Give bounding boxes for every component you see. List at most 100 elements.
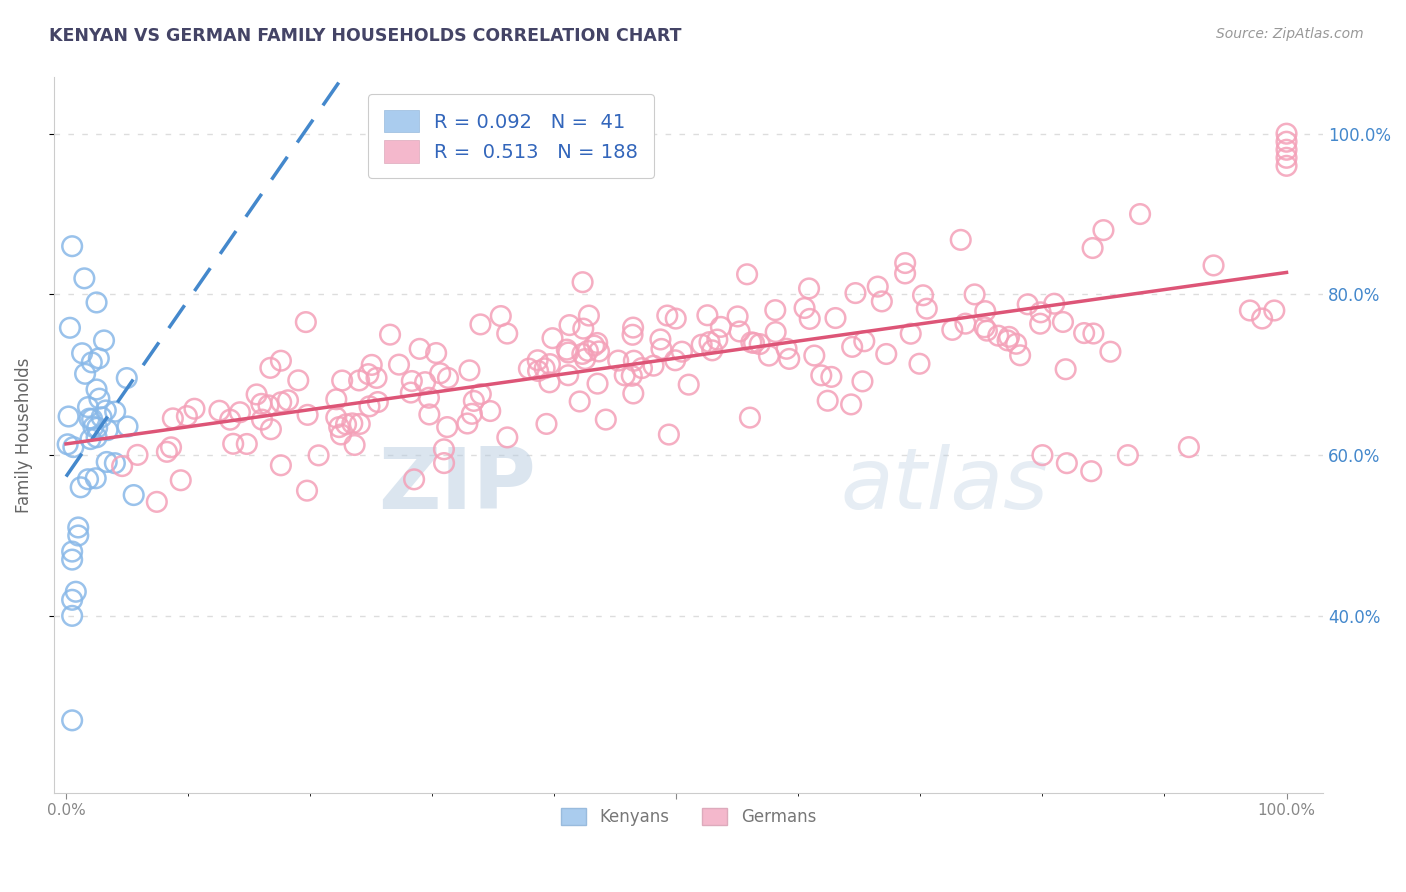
Point bbox=[270, 395, 292, 409]
Point bbox=[257, 398, 280, 412]
Point bbox=[1239, 303, 1261, 318]
Point bbox=[678, 377, 700, 392]
Point bbox=[470, 318, 492, 332]
Point bbox=[963, 287, 986, 301]
Point bbox=[613, 368, 636, 383]
Point bbox=[60, 608, 83, 623]
Point bbox=[690, 337, 713, 351]
Point bbox=[650, 342, 672, 356]
Point bbox=[1005, 336, 1028, 351]
Point bbox=[96, 455, 118, 469]
Point bbox=[1073, 326, 1095, 340]
Point bbox=[86, 420, 108, 434]
Point bbox=[96, 423, 118, 437]
Point bbox=[330, 374, 353, 388]
Point bbox=[60, 592, 83, 607]
Point bbox=[295, 483, 318, 498]
Point bbox=[359, 400, 381, 414]
Point bbox=[75, 367, 97, 381]
Point bbox=[219, 413, 242, 427]
Point bbox=[976, 324, 998, 338]
Point bbox=[259, 360, 281, 375]
Point bbox=[527, 364, 550, 378]
Point bbox=[479, 404, 502, 418]
Point bbox=[77, 472, 100, 486]
Point bbox=[1080, 464, 1102, 478]
Point bbox=[536, 417, 558, 431]
Point bbox=[1052, 315, 1074, 329]
Point bbox=[111, 459, 134, 474]
Point bbox=[388, 358, 411, 372]
Point bbox=[1116, 448, 1139, 462]
Point bbox=[77, 400, 100, 414]
Point bbox=[657, 309, 679, 323]
Point bbox=[1056, 456, 1078, 470]
Point bbox=[526, 353, 548, 368]
Point bbox=[295, 315, 318, 329]
Point bbox=[538, 376, 561, 390]
Point bbox=[342, 417, 364, 431]
Point bbox=[568, 394, 591, 409]
Point bbox=[60, 552, 83, 566]
Point bbox=[911, 288, 934, 302]
Point bbox=[325, 410, 347, 425]
Point bbox=[620, 368, 643, 383]
Point bbox=[571, 347, 593, 361]
Point bbox=[330, 427, 353, 442]
Point bbox=[408, 342, 430, 356]
Point bbox=[900, 326, 922, 341]
Point bbox=[658, 427, 681, 442]
Point bbox=[742, 335, 765, 350]
Point bbox=[1129, 207, 1152, 221]
Point bbox=[817, 393, 839, 408]
Point bbox=[1275, 135, 1298, 149]
Point bbox=[875, 347, 897, 361]
Point bbox=[60, 544, 83, 558]
Point bbox=[955, 317, 977, 331]
Point bbox=[308, 448, 330, 462]
Point bbox=[851, 375, 873, 389]
Point bbox=[56, 437, 79, 451]
Point bbox=[404, 472, 426, 486]
Point bbox=[86, 430, 108, 444]
Point bbox=[127, 448, 149, 462]
Point bbox=[82, 412, 104, 426]
Point bbox=[571, 275, 593, 289]
Point bbox=[79, 411, 101, 425]
Point bbox=[489, 309, 512, 323]
Point bbox=[250, 397, 273, 411]
Point bbox=[908, 357, 931, 371]
Point bbox=[740, 335, 762, 350]
Point bbox=[122, 488, 145, 502]
Point bbox=[578, 309, 600, 323]
Point bbox=[706, 333, 728, 347]
Point bbox=[973, 320, 995, 334]
Point bbox=[277, 393, 299, 408]
Point bbox=[73, 271, 96, 285]
Point bbox=[69, 480, 91, 494]
Point bbox=[60, 239, 83, 253]
Text: atlas: atlas bbox=[841, 443, 1049, 526]
Point bbox=[621, 320, 644, 334]
Point bbox=[458, 363, 481, 377]
Point bbox=[470, 387, 492, 401]
Point bbox=[1043, 296, 1066, 310]
Point bbox=[574, 352, 596, 367]
Point bbox=[433, 456, 456, 470]
Point bbox=[824, 311, 846, 326]
Point bbox=[1263, 303, 1285, 318]
Point bbox=[941, 323, 963, 337]
Point bbox=[727, 310, 749, 324]
Point bbox=[67, 520, 90, 534]
Point bbox=[710, 319, 733, 334]
Point bbox=[538, 357, 561, 371]
Point bbox=[998, 330, 1021, 344]
Point bbox=[696, 308, 718, 322]
Point bbox=[170, 473, 193, 487]
Point bbox=[671, 344, 693, 359]
Point bbox=[270, 458, 292, 473]
Point bbox=[436, 420, 458, 434]
Point bbox=[461, 407, 484, 421]
Point bbox=[866, 279, 889, 293]
Point bbox=[778, 351, 800, 366]
